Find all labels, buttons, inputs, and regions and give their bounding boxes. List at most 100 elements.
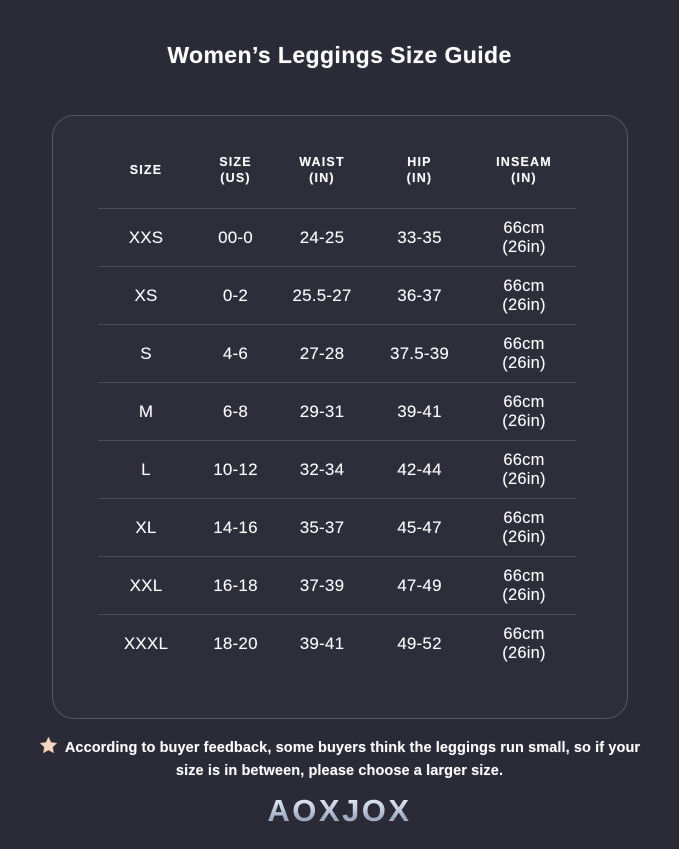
cell-size: XL	[98, 498, 194, 557]
table-gutter-left	[53, 116, 98, 209]
column-header-size: SIZE	[98, 116, 194, 209]
row-gutter-left	[53, 325, 98, 383]
column-header-waist-line1: WAIST	[299, 155, 345, 169]
cell-size: L	[98, 440, 194, 499]
cell-inseam-cm: 66cm	[503, 567, 545, 586]
cell-size-us: 4-6	[194, 324, 277, 383]
table-body: XXS 00-0 24-25 33-35 66cm (26in) XS 0-2 …	[53, 208, 629, 673]
column-header-size-us: SIZE (US)	[194, 116, 277, 209]
row-gutter-right	[576, 557, 629, 615]
cell-inseam-in: (26in)	[502, 643, 546, 662]
column-header-inseam-line2: (IN)	[511, 171, 537, 185]
cell-inseam-in: (26in)	[502, 237, 546, 256]
table-row: XL 14-16 35-37 45-47 66cm (26in)	[53, 498, 629, 557]
cell-inseam-cm: 66cm	[503, 393, 545, 412]
cell-hip: 47-49	[367, 556, 472, 615]
cell-size: S	[98, 324, 194, 383]
cell-size: XXS	[98, 208, 194, 267]
column-header-size-line1: SIZE	[129, 163, 163, 177]
row-gutter-left	[53, 441, 98, 499]
cell-inseam: 66cm (26in)	[472, 614, 576, 673]
cell-waist: 25.5-27	[277, 266, 367, 325]
cell-inseam-in: (26in)	[502, 295, 546, 314]
column-header-waist: WAIST (IN)	[277, 116, 367, 209]
cell-size-us: 10-12	[194, 440, 277, 499]
table-row: S 4-6 27-28 37.5-39 66cm (26in)	[53, 324, 629, 383]
row-gutter-left	[53, 209, 98, 267]
row-gutter-right	[576, 615, 629, 673]
cell-hip: 39-41	[367, 382, 472, 441]
star-icon	[39, 736, 58, 755]
cell-hip: 37.5-39	[367, 324, 472, 383]
cell-size-us: 16-18	[194, 556, 277, 615]
brand-logo: AOXJOX	[0, 793, 679, 829]
cell-inseam-cm: 66cm	[503, 277, 545, 296]
table-row: L 10-12 32-34 42-44 66cm (26in)	[53, 440, 629, 499]
buyer-feedback-note-text: According to buyer feedback, some buyers…	[64, 740, 641, 779]
cell-size: M	[98, 382, 194, 441]
cell-inseam-in: (26in)	[502, 527, 546, 546]
table-row: XXXL 18-20 39-41 49-52 66cm (26in)	[53, 614, 629, 673]
cell-inseam-cm: 66cm	[503, 451, 545, 470]
row-gutter-right	[576, 499, 629, 557]
cell-waist: 29-31	[277, 382, 367, 441]
column-header-hip-line1: HIP	[407, 155, 432, 169]
cell-inseam-cm: 66cm	[503, 509, 545, 528]
row-gutter-left	[53, 499, 98, 557]
cell-size: XS	[98, 266, 194, 325]
cell-waist: 39-41	[277, 614, 367, 673]
table-header: SIZE SIZE (US) WAIST (IN) HIP (IN)	[53, 116, 629, 209]
row-gutter-left	[53, 615, 98, 673]
cell-size-us: 18-20	[194, 614, 277, 673]
cell-inseam: 66cm (26in)	[472, 324, 576, 383]
cell-inseam: 66cm (26in)	[472, 498, 576, 557]
cell-hip: 49-52	[367, 614, 472, 673]
cell-inseam: 66cm (26in)	[472, 440, 576, 499]
cell-inseam: 66cm (26in)	[472, 382, 576, 441]
table-row: XXL 16-18 37-39 47-49 66cm (26in)	[53, 556, 629, 615]
row-gutter-right	[576, 209, 629, 267]
page-title: Women’s Leggings Size Guide	[167, 42, 512, 68]
column-header-hip-line2: (IN)	[406, 171, 433, 185]
cell-waist: 24-25	[277, 208, 367, 267]
cell-hip: 42-44	[367, 440, 472, 499]
cell-hip: 45-47	[367, 498, 472, 557]
cell-size-us: 14-16	[194, 498, 277, 557]
column-header-size-us-line2: (US)	[220, 171, 251, 185]
cell-inseam-cm: 66cm	[503, 625, 545, 644]
size-chart-card: SIZE SIZE (US) WAIST (IN) HIP (IN)	[52, 115, 628, 719]
size-chart-table: SIZE SIZE (US) WAIST (IN) HIP (IN)	[53, 116, 629, 673]
cell-size-us: 6-8	[194, 382, 277, 441]
row-gutter-right	[576, 267, 629, 325]
row-gutter-right	[576, 383, 629, 441]
cell-waist: 32-34	[277, 440, 367, 499]
table-row: XS 0-2 25.5-27 36-37 66cm (26in)	[53, 266, 629, 325]
column-header-inseam-line1: INSEAM	[496, 155, 552, 169]
table-row: XXS 00-0 24-25 33-35 66cm (26in)	[53, 208, 629, 267]
cell-size: XXL	[98, 556, 194, 615]
cell-inseam-in: (26in)	[502, 585, 546, 604]
cell-inseam: 66cm (26in)	[472, 266, 576, 325]
column-header-size-us-line1: SIZE	[219, 155, 252, 169]
cell-size: XXXL	[98, 614, 194, 673]
cell-size-us: 00-0	[194, 208, 277, 267]
cell-inseam-cm: 66cm	[503, 335, 545, 354]
row-gutter-left	[53, 383, 98, 441]
cell-inseam-in: (26in)	[502, 353, 546, 372]
cell-inseam-in: (26in)	[502, 411, 546, 430]
table-row: M 6-8 29-31 39-41 66cm (26in)	[53, 382, 629, 441]
cell-inseam: 66cm (26in)	[472, 556, 576, 615]
row-gutter-left	[53, 557, 98, 615]
cell-inseam: 66cm (26in)	[472, 208, 576, 267]
row-gutter-left	[53, 267, 98, 325]
cell-inseam-cm: 66cm	[503, 219, 545, 238]
column-header-waist-line2: (IN)	[309, 171, 335, 185]
column-header-hip: HIP (IN)	[367, 116, 472, 209]
buyer-feedback-note: According to buyer feedback, some buyers…	[0, 736, 679, 783]
cell-waist: 35-37	[277, 498, 367, 557]
cell-waist: 37-39	[277, 556, 367, 615]
row-gutter-right	[576, 325, 629, 383]
cell-size-us: 0-2	[194, 266, 277, 325]
cell-hip: 33-35	[367, 208, 472, 267]
